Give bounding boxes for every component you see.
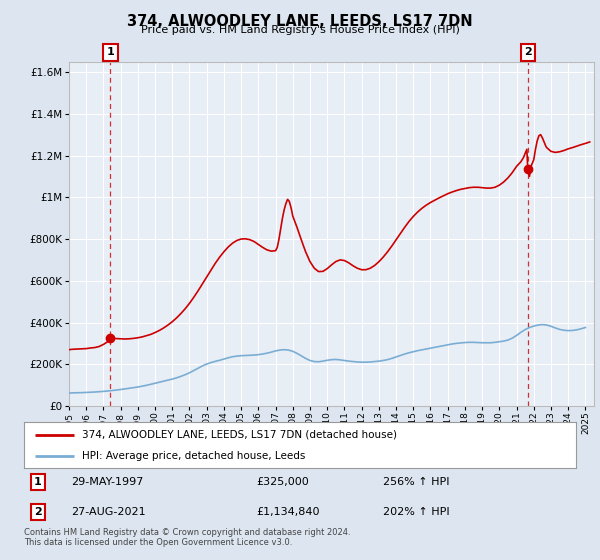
Text: 202% ↑ HPI: 202% ↑ HPI — [383, 507, 449, 517]
Text: 374, ALWOODLEY LANE, LEEDS, LS17 7DN (detached house): 374, ALWOODLEY LANE, LEEDS, LS17 7DN (de… — [82, 430, 397, 440]
Text: 374, ALWOODLEY LANE, LEEDS, LS17 7DN: 374, ALWOODLEY LANE, LEEDS, LS17 7DN — [127, 14, 473, 29]
Text: HPI: Average price, detached house, Leeds: HPI: Average price, detached house, Leed… — [82, 451, 305, 461]
Text: 2: 2 — [524, 48, 532, 58]
Text: 2: 2 — [34, 507, 41, 517]
Text: £1,134,840: £1,134,840 — [256, 507, 319, 517]
Text: 29-MAY-1997: 29-MAY-1997 — [71, 477, 143, 487]
Text: Price paid vs. HM Land Registry's House Price Index (HPI): Price paid vs. HM Land Registry's House … — [140, 25, 460, 35]
Text: 1: 1 — [34, 477, 41, 487]
Text: Contains HM Land Registry data © Crown copyright and database right 2024.
This d: Contains HM Land Registry data © Crown c… — [24, 528, 350, 547]
Text: £325,000: £325,000 — [256, 477, 308, 487]
Text: 1: 1 — [107, 48, 115, 58]
Text: 256% ↑ HPI: 256% ↑ HPI — [383, 477, 449, 487]
Text: 27-AUG-2021: 27-AUG-2021 — [71, 507, 146, 517]
